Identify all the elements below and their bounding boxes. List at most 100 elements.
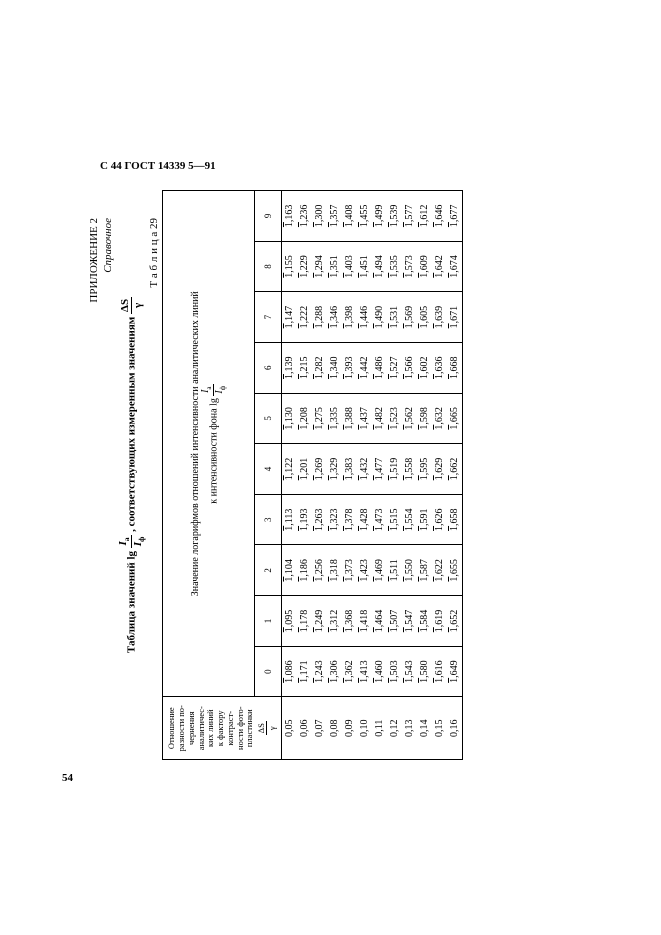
table-cell: 1,562 bbox=[402, 393, 417, 444]
row-label: 0,08 bbox=[327, 697, 342, 760]
table-cell: 1,139 bbox=[281, 342, 297, 393]
table-cell: 1,208 bbox=[297, 393, 312, 444]
table-cell: 1,573 bbox=[402, 241, 417, 292]
col-number: 8 bbox=[254, 241, 281, 292]
table-cell: 1,113 bbox=[281, 494, 297, 545]
table-row: 0,111,4601,4641,4691,4731,4771,4821,4861… bbox=[372, 191, 387, 760]
rotated-content: ПРИЛОЖЕНИЕ 2 Справочное Таблица значений… bbox=[88, 190, 578, 760]
title-frac1-den: Iф bbox=[132, 535, 146, 549]
table-cell: 1,671 bbox=[447, 292, 463, 343]
title-frac1-num: IIаа bbox=[118, 535, 132, 549]
table-cell: 1,413 bbox=[357, 646, 372, 697]
table-cell: 1,619 bbox=[432, 596, 447, 647]
col-number: 0 bbox=[254, 646, 281, 697]
page-header: С 44 ГОСТ 14339 5—91 bbox=[100, 160, 216, 172]
title-mid: , соответствующих измеренным значениям bbox=[126, 314, 138, 532]
table-row: 0,161,6491,6521,6551,6581,6621,6651,6681… bbox=[447, 191, 463, 760]
table-cell: 1,464 bbox=[372, 596, 387, 647]
table-cell: 1,602 bbox=[417, 342, 432, 393]
title-frac2-num: ΔS bbox=[120, 297, 132, 314]
row-label: 0,09 bbox=[342, 697, 357, 760]
row-label: 0,10 bbox=[357, 697, 372, 760]
table-cell: 1,642 bbox=[432, 241, 447, 292]
table-cell: 1,569 bbox=[402, 292, 417, 343]
table-cell: 1,591 bbox=[417, 494, 432, 545]
table-cell: 1,178 bbox=[297, 596, 312, 647]
table-cell: 1,531 bbox=[387, 292, 402, 343]
table-cell: 1,473 bbox=[372, 494, 387, 545]
table-cell: 1,423 bbox=[357, 545, 372, 596]
table-cell: 1,155 bbox=[281, 241, 297, 292]
page-footer-number: 54 bbox=[62, 772, 73, 784]
table-cell: 1,665 bbox=[447, 393, 463, 444]
table-cell: 1,547 bbox=[402, 596, 417, 647]
title-frac2-den: γ bbox=[132, 297, 145, 314]
table-row: 0,071,2431,2491,2561,2631,2691,2751,2821… bbox=[312, 191, 327, 760]
table-cell: 1,519 bbox=[387, 444, 402, 495]
rowhdr-frac-num: ΔS bbox=[257, 721, 267, 735]
table-cell: 1,577 bbox=[402, 191, 417, 242]
spanhdr-l1: Значение логарифмов отношений интенсивно… bbox=[190, 191, 201, 696]
table-cell: 1,282 bbox=[312, 342, 327, 393]
table-row: 0,151,6161,6191,6221,6261,6291,6321,6361… bbox=[432, 191, 447, 760]
table-cell: 1,646 bbox=[432, 191, 447, 242]
table-cell: 1,215 bbox=[297, 342, 312, 393]
table-cell: 1,503 bbox=[387, 646, 402, 697]
row-label: 0,13 bbox=[402, 697, 417, 760]
appendix-prefix: ПРИЛОЖЕНИЕ bbox=[88, 224, 100, 303]
appendix-line-2: Справочное bbox=[102, 218, 114, 760]
table-cell: 1,095 bbox=[281, 596, 297, 647]
table-cell: 1,318 bbox=[327, 545, 342, 596]
table-cell: 1,629 bbox=[432, 444, 447, 495]
table-cell: 1,622 bbox=[432, 545, 447, 596]
table-cell: 1,306 bbox=[327, 646, 342, 697]
table-cell: 1,335 bbox=[327, 393, 342, 444]
appendix-line-1: ПРИЛОЖЕНИЕ 2 bbox=[88, 218, 100, 760]
table-cell: 1,346 bbox=[327, 292, 342, 343]
rowhdr-frac: ΔS γ bbox=[257, 721, 277, 735]
table-cell: 1,323 bbox=[327, 494, 342, 545]
row-header-cell: Отношение разности по- чернения аналитич… bbox=[163, 697, 282, 760]
table-cell: 1,658 bbox=[447, 494, 463, 545]
table-cell: 1,598 bbox=[417, 393, 432, 444]
table-cell: 1,428 bbox=[357, 494, 372, 545]
title-prefix: Таблица значений lg bbox=[126, 548, 138, 653]
table-cell: 1,554 bbox=[402, 494, 417, 545]
table-cell: 1,130 bbox=[281, 393, 297, 444]
table-cell: 1,649 bbox=[447, 646, 463, 697]
table-cell: 1,605 bbox=[417, 292, 432, 343]
table-row: 0,121,5031,5071,5111,5151,5191,5231,5271… bbox=[387, 191, 402, 760]
table-cell: 1,507 bbox=[387, 596, 402, 647]
row-label: 0,15 bbox=[432, 697, 447, 760]
table-cell: 1,340 bbox=[327, 342, 342, 393]
col-number: 3 bbox=[254, 494, 281, 545]
title-frac-1: IIаа Iф bbox=[118, 535, 146, 549]
table-cell: 1,408 bbox=[342, 191, 357, 242]
table-cell: 1,632 bbox=[432, 393, 447, 444]
col-number: 5 bbox=[254, 393, 281, 444]
table-cell: 1,201 bbox=[297, 444, 312, 495]
table-cell: 1,655 bbox=[447, 545, 463, 596]
table-cell: 1,378 bbox=[342, 494, 357, 545]
table-cell: 1,543 bbox=[402, 646, 417, 697]
table-row: 0,141,5801,5841,5871,5911,5951,5981,6021… bbox=[417, 191, 432, 760]
table-cell: 1,275 bbox=[312, 393, 327, 444]
table-cell: 1,460 bbox=[372, 646, 387, 697]
col-number-row: 0123456789 bbox=[254, 191, 281, 760]
table-cell: 1,442 bbox=[357, 342, 372, 393]
table-cell: 1,300 bbox=[312, 191, 327, 242]
row-label: 0,12 bbox=[387, 697, 402, 760]
table-cell: 1,243 bbox=[312, 646, 327, 697]
table-cell: 1,446 bbox=[357, 292, 372, 343]
table-cell: 1,236 bbox=[297, 191, 312, 242]
table-cell: 1,398 bbox=[342, 292, 357, 343]
table-row: 0,051,0861,0951,1041,1131,1221,1301,1391… bbox=[281, 191, 297, 760]
col-number: 4 bbox=[254, 444, 281, 495]
col-number: 2 bbox=[254, 545, 281, 596]
table-cell: 1,677 bbox=[447, 191, 463, 242]
table-cell: 1,539 bbox=[387, 191, 402, 242]
spanhdr-l2-prefix: к интенсивности фона lg bbox=[208, 396, 219, 504]
table-cell: 1,362 bbox=[342, 646, 357, 697]
table-cell: 1,609 bbox=[417, 241, 432, 292]
table-cell: 1,636 bbox=[432, 342, 447, 393]
